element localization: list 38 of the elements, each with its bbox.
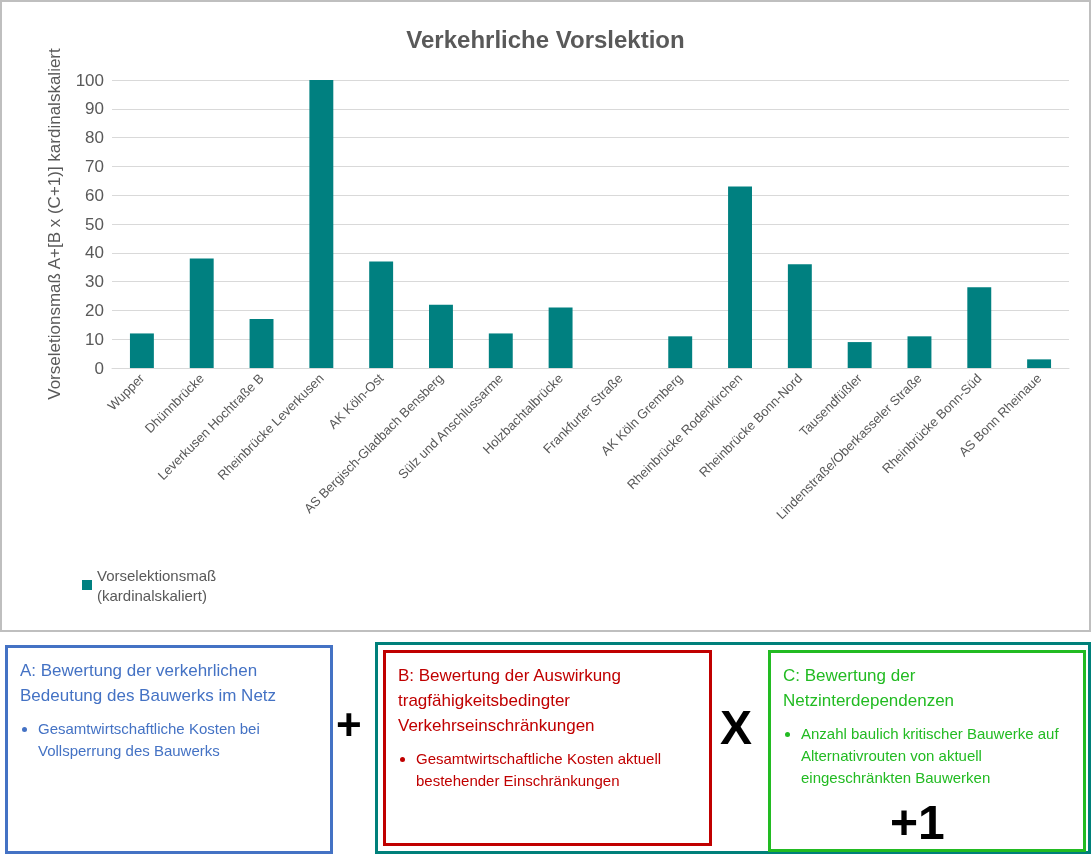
y-tick-label: 60 bbox=[85, 185, 104, 205]
text: +1 bbox=[890, 795, 945, 850]
legend-label: Vorselektionsmaß (kardinalskaliert) bbox=[97, 566, 221, 604]
bar bbox=[728, 186, 752, 368]
text: Gesamtwirtschaftliche Kosten aktuell bestehender Einschränkungen bbox=[416, 749, 663, 791]
y-tick-label: 40 bbox=[85, 243, 104, 263]
y-tick-label: 10 bbox=[85, 329, 104, 349]
y-tick-label: 70 bbox=[85, 156, 104, 176]
y-tick-label: 0 bbox=[94, 358, 104, 378]
y-tick-label: 30 bbox=[85, 272, 104, 292]
text: C: Bewertung der Netzinterdependenzen bbox=[783, 665, 956, 712]
text: + bbox=[336, 700, 362, 750]
bar bbox=[847, 342, 872, 368]
bar bbox=[189, 258, 214, 368]
bar bbox=[429, 304, 453, 368]
text: X bbox=[720, 700, 753, 755]
bar bbox=[967, 287, 992, 368]
y-tick-label: 50 bbox=[85, 214, 104, 234]
text: B: Bewertung der Auswirkung tragfähigkeitsbedingter Verkehrseinschränkungen bbox=[398, 665, 622, 737]
y-axis-title: Vorseletionsmaß A+[B x (C+1)] kardinalskaliert bbox=[44, 47, 64, 400]
bar bbox=[548, 307, 573, 368]
bar bbox=[129, 333, 154, 368]
bar bbox=[309, 80, 334, 368]
bar bbox=[369, 261, 394, 368]
text: A: Bewertung der verkehrlichen Bedeutung des Bauwerks im Netz bbox=[20, 660, 278, 707]
y-tick-label: 100 bbox=[75, 70, 104, 90]
text: Anzahl baulich kritischer Bauwerke auf Alternativrouten von aktuell eingeschränkten Bauwerken bbox=[801, 724, 1060, 788]
y-tick-label: 90 bbox=[85, 99, 104, 119]
y-tick-label: 80 bbox=[85, 128, 104, 148]
text: Gesamtwirtschaftliche Kosten bei Vollsperrung des Bauwerks bbox=[38, 719, 261, 761]
bar bbox=[488, 333, 513, 368]
bar bbox=[668, 336, 693, 368]
bar bbox=[1027, 359, 1052, 368]
chart-title: Verkehrliche Vorslektion bbox=[406, 25, 685, 53]
bar bbox=[907, 336, 932, 368]
bar bbox=[249, 319, 274, 368]
bar bbox=[787, 264, 812, 368]
y-tick-label: 20 bbox=[85, 300, 104, 320]
